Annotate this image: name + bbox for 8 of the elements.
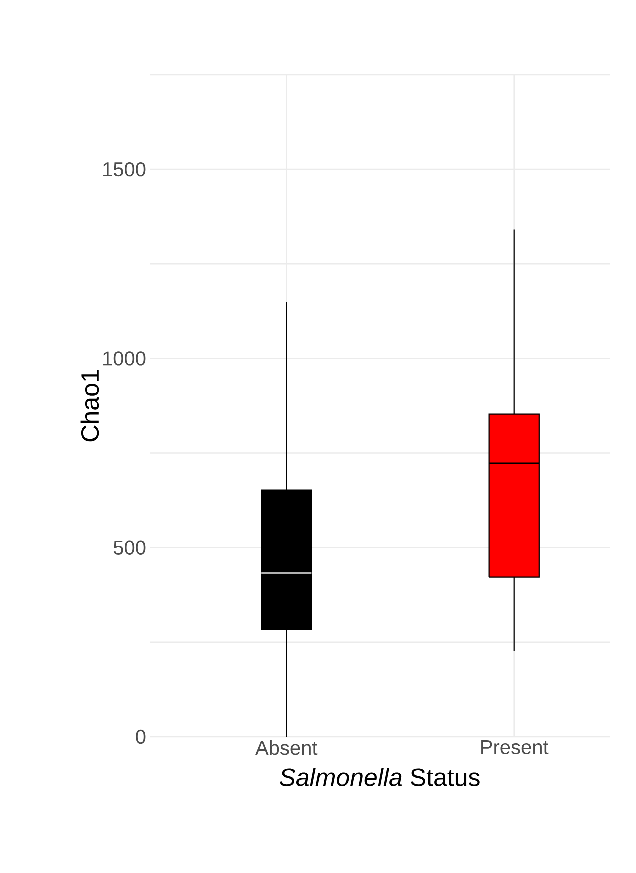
y-axis-title: Chao1 [80,370,100,442]
x-tick-label: Present [482,740,549,754]
y-tick-label: 500 [114,540,146,555]
x-tick-label: Absent [256,740,318,756]
y-tick-label: 0 [136,730,146,744]
x-axis-title: Salmonella Status [280,768,480,786]
y-tick-label: 1500 [104,162,146,177]
y-tick-label: 1000 [104,352,146,366]
